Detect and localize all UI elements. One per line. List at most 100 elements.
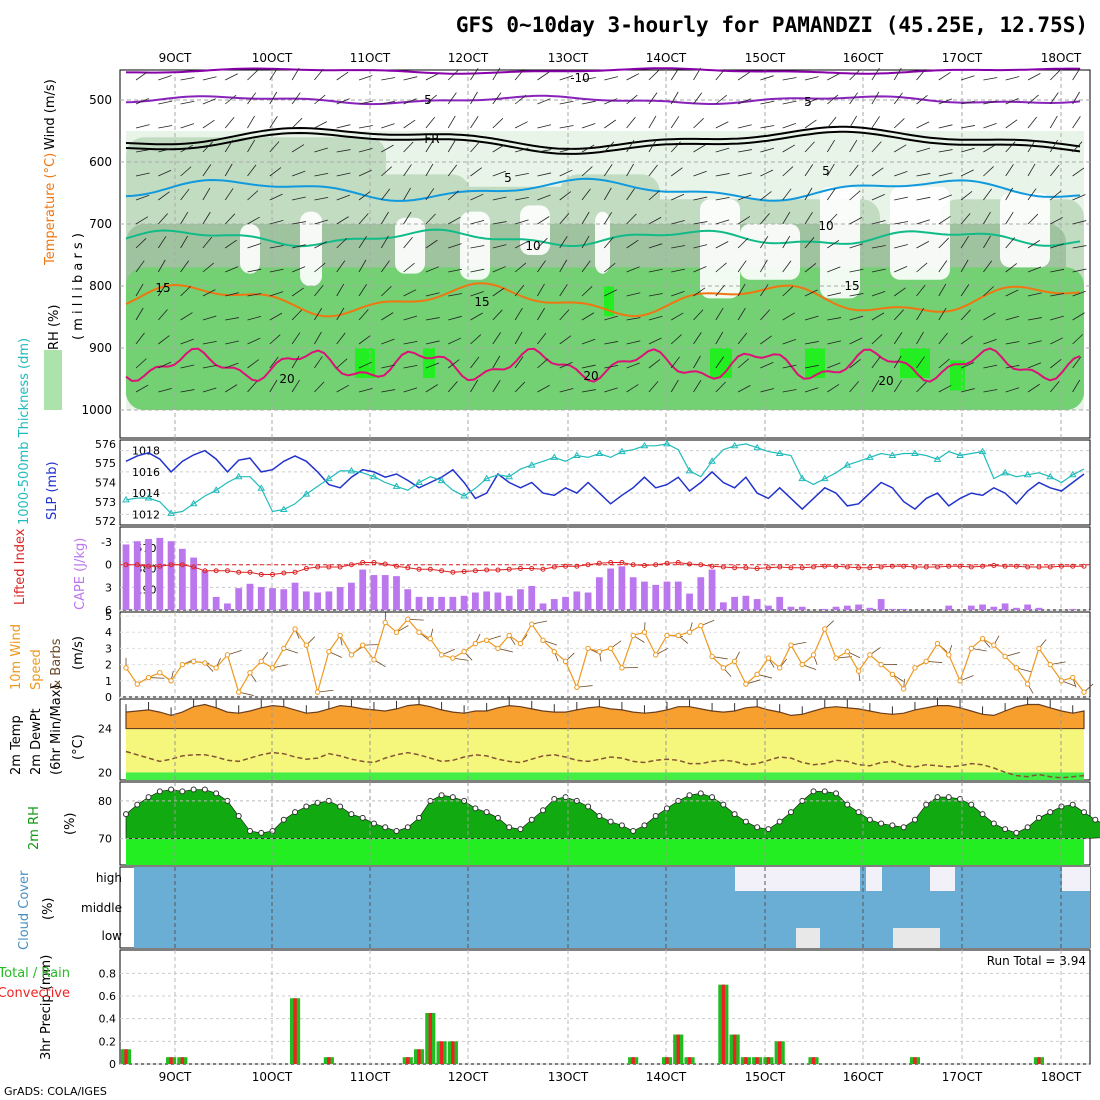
temp-tick-label: 24 <box>98 723 112 736</box>
thickness-tick-label: 574 <box>95 477 116 490</box>
wind-barb <box>1049 381 1060 393</box>
rh-2m-marker <box>562 794 569 801</box>
wind-barb <box>448 268 463 273</box>
wind-speed-marker <box>292 626 298 632</box>
wind-barb <box>916 173 931 177</box>
cape-bar <box>291 582 299 610</box>
wind-barb <box>291 309 303 321</box>
wind-barb <box>782 211 791 225</box>
wind-barb <box>670 356 680 369</box>
wind-barb <box>425 239 438 249</box>
wind-barb <box>358 100 373 105</box>
wind-barb <box>470 167 482 177</box>
wind-barb <box>447 115 456 129</box>
li-marker <box>563 563 569 569</box>
wind-barb <box>670 167 683 177</box>
wind-barb <box>202 236 213 249</box>
wind-barb <box>603 187 612 201</box>
wind-barb <box>403 341 418 345</box>
cape-bar <box>843 605 851 610</box>
cape-bar <box>674 581 682 610</box>
rh-axis-label: RH (%) <box>47 305 62 350</box>
panel1-axis-label-group-4: ( m i l l i b a r s ) <box>71 233 86 340</box>
precip-convective-bar <box>417 1049 421 1064</box>
rh-bright-cell <box>355 348 375 378</box>
wind-speed-marker <box>202 660 208 666</box>
wind-barb <box>269 268 284 273</box>
cloud-level-label: high <box>96 871 122 885</box>
isotherm-minus5 <box>125 94 1081 106</box>
thickness-marker <box>1046 472 1055 480</box>
wind-barb <box>715 94 727 105</box>
thickness-marker <box>663 439 671 447</box>
wind-barb <box>983 166 994 177</box>
li-tick-label: 6 <box>105 604 112 617</box>
wind-barb <box>961 125 975 129</box>
wind-barb <box>291 144 305 153</box>
top-date-label: 14OCT <box>646 51 687 65</box>
wind-barb <box>224 239 237 249</box>
rh-2m-marker <box>540 807 547 814</box>
wind-barb <box>470 68 479 81</box>
thickness-marker <box>415 478 423 485</box>
wind-barb <box>604 119 617 129</box>
wind-barb <box>804 289 818 297</box>
wind-barb <box>916 69 926 81</box>
thickness-marker <box>753 443 762 451</box>
li-marker <box>698 562 704 568</box>
cape-bar <box>945 605 953 610</box>
isotherm-label: 5 <box>504 171 512 185</box>
li-marker <box>608 559 614 565</box>
wind-barb <box>158 148 172 153</box>
wind-barb <box>983 100 998 105</box>
wind-barb <box>849 268 864 273</box>
precip-convective-legend: Convective <box>0 986 70 1001</box>
wind-barb <box>760 125 775 129</box>
wind-barb <box>559 100 574 105</box>
wind-barb <box>648 115 657 129</box>
wind-barb <box>670 312 684 321</box>
li-marker <box>517 566 523 571</box>
rh-2m-marker <box>585 803 592 810</box>
high-cloud-block <box>735 867 860 891</box>
wind-barb <box>670 116 680 129</box>
wind-speed-marker <box>495 645 501 652</box>
li-marker <box>360 559 366 565</box>
wind-barb <box>581 389 596 393</box>
wind-speed-tick-label: 2 <box>105 659 112 672</box>
wind-barb <box>358 388 373 393</box>
rh-2m-marker <box>213 790 220 797</box>
wind-speed-marker <box>675 632 681 639</box>
precip-convective-bar <box>687 1057 692 1064</box>
wind-barb <box>804 187 813 201</box>
thickness-marker <box>865 453 874 460</box>
wind-barb <box>983 389 998 393</box>
dewpoint-line <box>125 750 1085 779</box>
wind-speed-marker <box>461 648 467 655</box>
wind-barb <box>626 384 639 393</box>
wind-barb <box>202 119 215 129</box>
wind-barb <box>247 216 260 225</box>
wind-barb <box>158 361 172 369</box>
wind-barb <box>403 262 415 273</box>
li-marker <box>1025 564 1031 570</box>
wind-barb <box>180 100 195 105</box>
wind-barb <box>225 292 239 297</box>
thickness-marker <box>302 490 311 497</box>
wind-barb <box>135 149 150 153</box>
wind-barb <box>247 337 261 345</box>
cape-bar <box>584 592 592 610</box>
wind-barb <box>782 100 797 105</box>
wind-barb <box>1027 340 1042 345</box>
rh-2m-marker <box>1024 824 1031 831</box>
li-marker <box>968 564 974 570</box>
wind-barb <box>782 260 792 273</box>
wind-barb <box>960 147 975 153</box>
li-marker <box>743 565 749 571</box>
wind-barb <box>1005 119 1018 129</box>
precip-tick-label: 0 <box>109 1058 116 1071</box>
wind-barb <box>916 307 925 321</box>
wind-barb <box>1027 163 1036 177</box>
bottom-date-label: 15OCT <box>745 1070 786 1084</box>
wind-barb <box>827 384 840 393</box>
